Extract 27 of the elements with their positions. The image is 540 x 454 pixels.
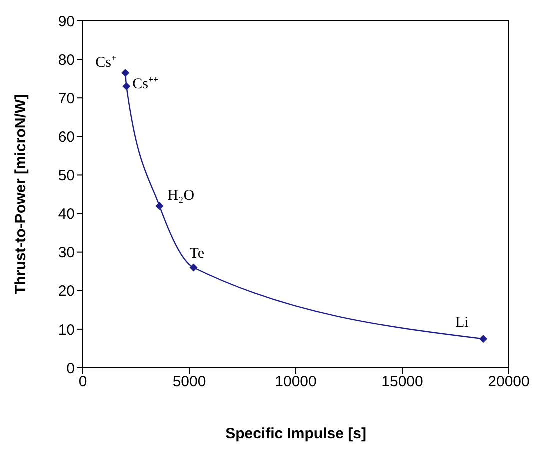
y-tick-label: 50 — [58, 168, 75, 185]
y-tick-label: 80 — [58, 52, 75, 69]
y-tick-label: 60 — [58, 128, 75, 146]
point — [190, 264, 198, 272]
annotation: Cs⁺⁺ — [132, 76, 159, 93]
y-tick-label: 20 — [58, 283, 75, 300]
x-tick-label: 15000 — [382, 374, 424, 391]
annotation: Li — [455, 315, 469, 332]
y-tick-label: 90 — [58, 13, 75, 30]
x-tick-label: 5000 — [172, 374, 206, 391]
point — [479, 335, 488, 344]
annotation: H₂O — [168, 188, 195, 204]
y-tick-label: 40 — [58, 206, 75, 224]
y-tick-label: 30 — [58, 244, 75, 262]
y-tick-label: 70 — [58, 90, 75, 108]
y-tick-label: 10 — [58, 322, 75, 339]
x-tick-label: 10000 — [275, 374, 317, 391]
x-tick-label: 0 — [78, 374, 88, 391]
annotation: Cs⁺ — [96, 55, 116, 72]
point — [156, 202, 164, 210]
x-tick-label: 20000 — [488, 374, 530, 391]
y-tick-label: 0 — [66, 360, 75, 378]
point — [122, 69, 130, 78]
point — [122, 82, 131, 91]
y-axis-title: Thrust-to-Power [microN/W] — [12, 94, 30, 294]
annotation: Te — [190, 246, 205, 262]
x-axis-title: Specific Impulse [s] — [226, 426, 366, 443]
